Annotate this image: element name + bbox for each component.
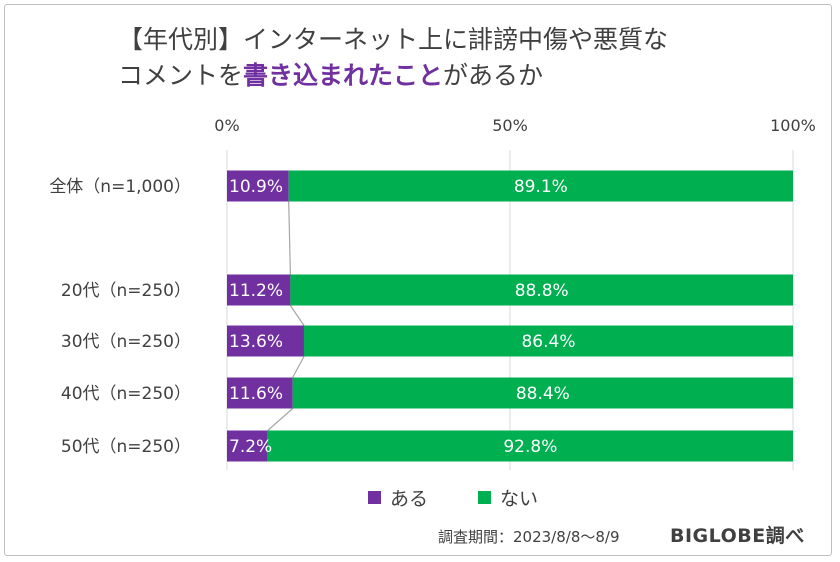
series-line-3 (267, 408, 294, 431)
bar-aru-1 (227, 274, 291, 306)
bar-nai-3 (292, 377, 793, 409)
legend-swatch-aru (368, 491, 381, 504)
category-label-3: 40代（n=250） (61, 384, 191, 404)
data-label-aru-3: 11.6% (229, 384, 283, 404)
x-tick-label-50: 50% (492, 116, 528, 135)
category-label-0: 全体（n=1,000） (49, 177, 191, 197)
series-line-0 (288, 201, 291, 275)
title-line-2-post: があるか (443, 61, 544, 90)
series-line-2 (292, 356, 305, 378)
legend: ある ない (368, 484, 588, 511)
bar-aru-0 (227, 170, 289, 202)
bar-chart: 0% 50% 100% 全体（n=1,000） 10.9% 89.1% 20代（n=250）… (49, 116, 816, 470)
title-line-2-pre: コメントを (118, 61, 244, 90)
title-line-2: コメントを書き込まれたことがあるか (118, 58, 668, 94)
title-line-2-emphasis: 書き込まれたこと (243, 61, 444, 90)
data-label-aru-2: 13.6% (229, 332, 283, 352)
x-tick-label-100: 100% (770, 116, 816, 135)
bar-nai-2 (303, 325, 793, 357)
legend-item-aru: ある (368, 484, 428, 511)
chart-frame (4, 4, 832, 556)
data-label-nai-3: 88.4% (516, 384, 570, 404)
bar-aru-2 (227, 325, 304, 357)
data-label-aru-4: 7.2% (229, 437, 272, 457)
series-line-1 (289, 305, 305, 326)
bar-aru-3 (227, 377, 293, 409)
data-label-nai-1: 88.8% (515, 281, 569, 301)
category-label-2: 30代（n=250） (61, 332, 191, 352)
data-label-aru-1: 11.2% (229, 281, 283, 301)
legend-item-nai: ない (478, 484, 538, 511)
category-label-4: 50代（n=250） (61, 437, 191, 457)
data-label-nai-0: 89.1% (514, 177, 568, 197)
survey-period: 調査期間：2023/8/8～8/9 (438, 528, 620, 546)
x-tick-label-0: 0% (214, 116, 239, 135)
data-label-nai-4: 92.8% (503, 437, 557, 457)
data-label-nai-2: 86.4% (521, 332, 575, 352)
chart-title: 【年代別】インターネット上に誹謗中傷や悪質な コメントを書き込まれたことがあるか (118, 22, 668, 94)
legend-label-aru: ある (390, 488, 429, 510)
data-label-aru-0: 10.9% (229, 177, 283, 197)
bar-nai-1 (290, 274, 793, 306)
legend-label-nai: ない (500, 488, 539, 510)
bar-nai-4 (267, 430, 793, 462)
title-line-1: 【年代別】インターネット上に誹謗中傷や悪質な (118, 25, 669, 54)
bar-nai-0 (288, 170, 793, 202)
source-credit: BIGLOBE調べ (670, 525, 805, 547)
category-label-1: 20代（n=250） (61, 281, 191, 301)
legend-swatch-nai (478, 491, 492, 504)
bar-aru-4 (227, 430, 268, 462)
